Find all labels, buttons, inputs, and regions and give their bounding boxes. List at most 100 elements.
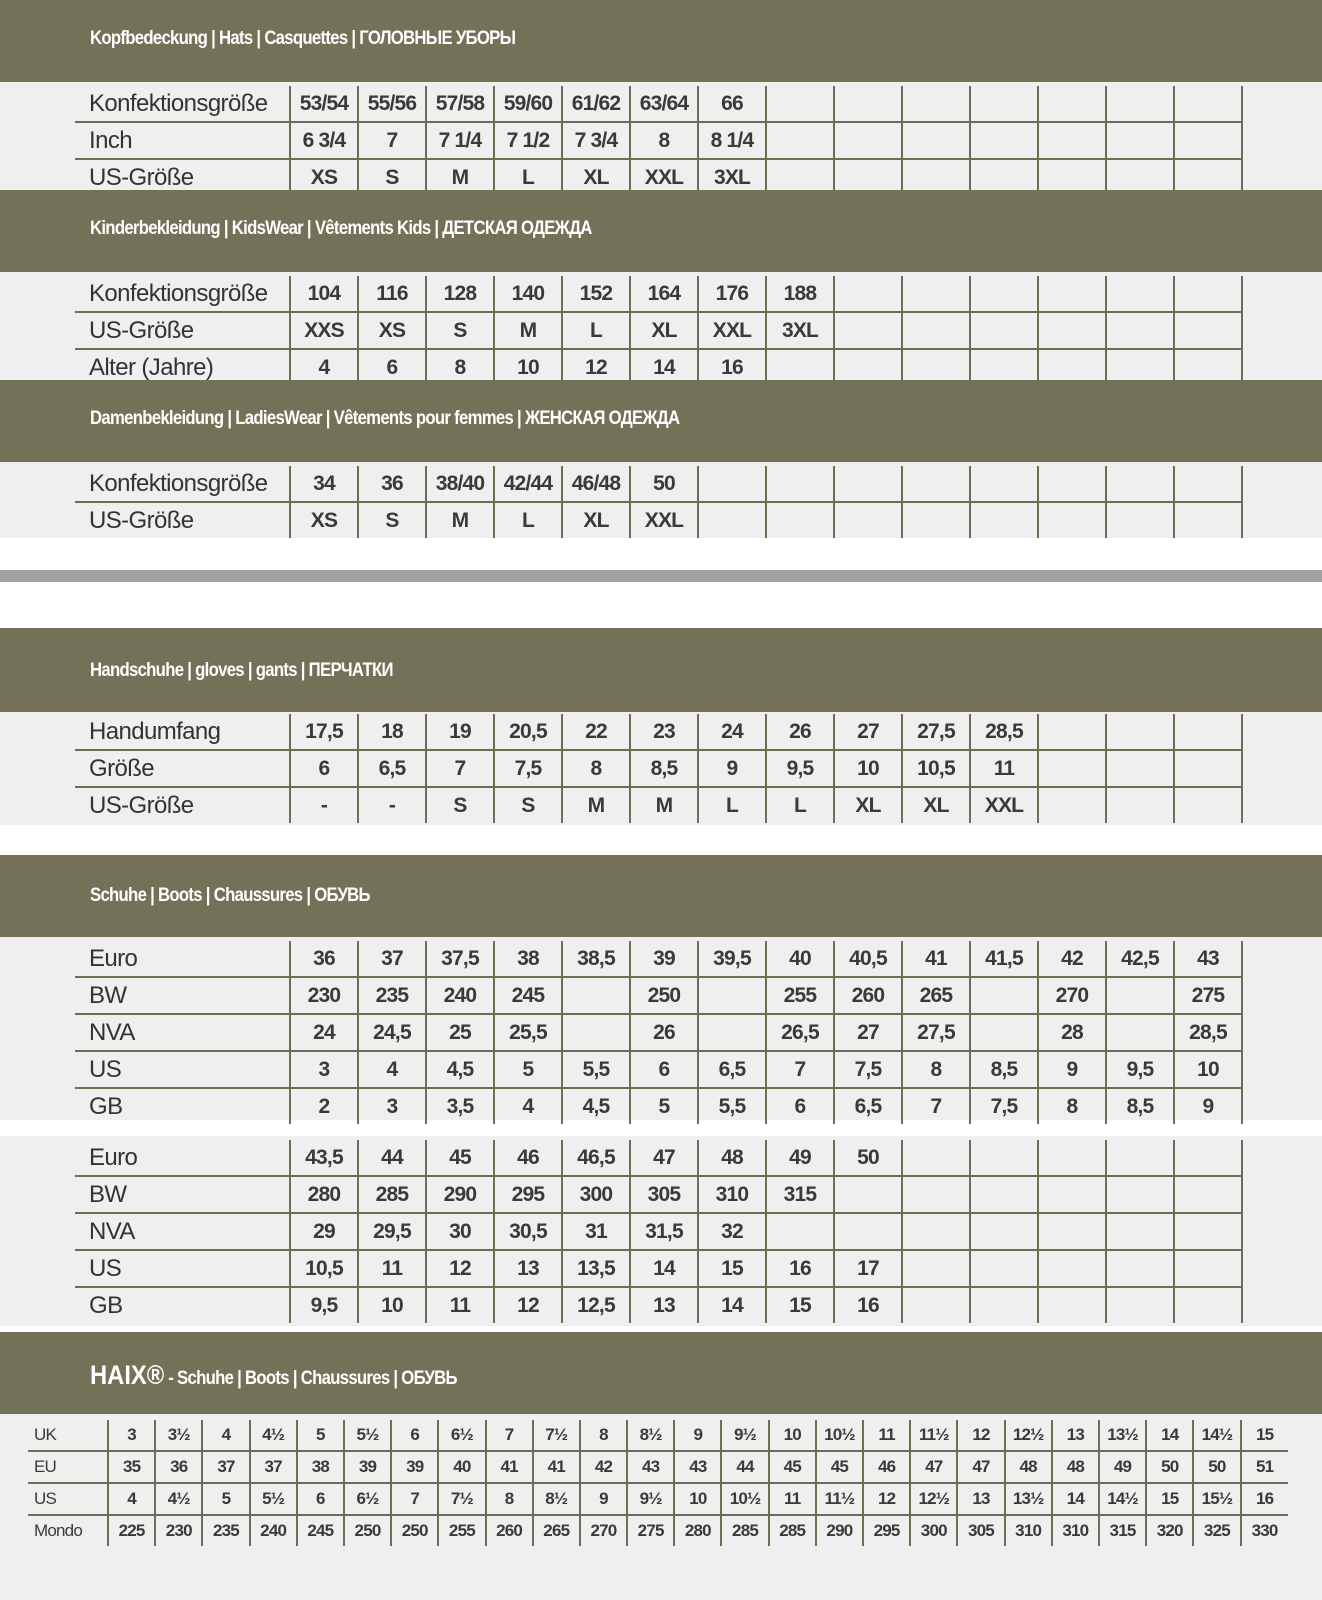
- size-cell: 46/48: [561, 466, 630, 503]
- size-cell: 7: [484, 1420, 533, 1452]
- section-title: Handschuhe | gloves | gants | ПЕРЧАТКИ: [90, 660, 394, 681]
- kids-panel: Konfektionsgröße 104 116 128 140 152 164 176 188…: [0, 272, 1322, 385]
- size-cell: 42: [1037, 941, 1106, 978]
- size-cell: 8: [561, 750, 630, 788]
- size-cell: 9½: [720, 1420, 769, 1452]
- size-cell: 164: [629, 276, 698, 313]
- row-label: Inch: [75, 122, 290, 160]
- row-label: Konfektionsgröße: [75, 276, 290, 313]
- size-cell: [1173, 122, 1242, 160]
- row-label: BW: [75, 1176, 290, 1214]
- size-cell: L: [561, 312, 630, 350]
- size-cell: [765, 1213, 834, 1251]
- size-cell: 26,5: [765, 1014, 834, 1052]
- size-cell: [969, 1250, 1038, 1288]
- size-cell: [1037, 349, 1106, 385]
- size-cell: [1037, 1250, 1106, 1288]
- size-cell: 13: [1050, 1420, 1099, 1452]
- size-cell: [765, 502, 834, 538]
- row-label: UK: [28, 1420, 108, 1452]
- row-label: Alter (Jahre): [89, 353, 214, 381]
- row-label: BW: [75, 977, 290, 1015]
- size-cell: [1105, 466, 1174, 503]
- size-cell: 290: [814, 1515, 863, 1546]
- size-cell: [1105, 1140, 1174, 1177]
- table-row: US-Größe XS S M L XL XXL 3XL: [75, 159, 1299, 195]
- table-row: US-Größe - - S S M M L L XL XL XXL: [75, 787, 1299, 823]
- size-cell: [901, 276, 970, 313]
- size-cell: [1173, 750, 1242, 788]
- table-row: Mondo 225 230 235 240 245 250 250 255 260 265 270 27…: [28, 1515, 1288, 1546]
- size-cell: [1105, 1213, 1174, 1251]
- table-row: UK 3 3½ 4 4½ 5 5½ 6 6½ 7 7½ 8 8½ 9 9½ 10 10½ 11 11½ 12 12½ 13…: [28, 1420, 1288, 1452]
- size-cell: 5: [629, 1088, 698, 1124]
- row-label: US: [75, 1250, 290, 1288]
- size-cell: 7 3/4: [561, 122, 630, 160]
- table-row: Alter (Jahre) 4 6 8 10 12 14 16: [75, 349, 1299, 385]
- size-cell: 7: [765, 1051, 834, 1089]
- size-cell: 13,5: [561, 1250, 630, 1288]
- table-edge: [1241, 1140, 1299, 1176]
- size-cell: 41: [531, 1451, 580, 1484]
- size-cell: 46: [861, 1451, 911, 1484]
- size-cell: [1037, 787, 1106, 823]
- size-cell: 16: [765, 1250, 834, 1288]
- size-cell: 5: [295, 1420, 344, 1452]
- size-cell: 13½: [1003, 1483, 1052, 1516]
- size-cell: 290: [425, 1176, 494, 1214]
- size-cell: [901, 1176, 970, 1214]
- size-cell: 285: [720, 1515, 769, 1546]
- size-cell: 14: [629, 349, 698, 385]
- size-cell: 9: [578, 1483, 628, 1516]
- size-cell: [1105, 1014, 1174, 1052]
- size-cell: 50: [629, 466, 698, 503]
- size-cell: [1105, 714, 1174, 751]
- size-cell: 310: [1050, 1515, 1099, 1546]
- table-row: BW 230 235 240 245 250 255 260 265 270 275: [75, 977, 1299, 1015]
- size-cell: 6: [295, 1483, 344, 1516]
- size-cell: 30: [425, 1213, 494, 1251]
- size-cell: 37: [357, 941, 426, 978]
- size-cell: L: [765, 787, 834, 823]
- hats-panel: Konfektionsgröße 53/54 55/56 57/58 59/60 61/6…: [0, 82, 1322, 195]
- size-cell: 225: [106, 1515, 156, 1546]
- size-cell: [697, 1014, 766, 1052]
- table-row: NVA 29 29,5 30 30,5 31 31,5 32: [75, 1213, 1299, 1251]
- size-cell: 4: [106, 1483, 156, 1516]
- size-cell: [1173, 1140, 1242, 1177]
- size-cell: 22: [561, 714, 630, 751]
- size-cell: [833, 312, 902, 350]
- size-cell: 270: [578, 1515, 628, 1546]
- table-edge: [1241, 1213, 1299, 1250]
- size-cell: 4½: [154, 1483, 203, 1516]
- size-cell: [833, 86, 902, 123]
- size-cell: 9: [1037, 1051, 1106, 1089]
- size-cell: 27,5: [901, 1014, 970, 1052]
- size-cell: 6: [765, 1088, 834, 1124]
- size-cell: 24,5: [357, 1014, 426, 1052]
- shoes-panel: Euro 36 37 37,5 38 38,5 39 39,5 40 40,5 41 41,5 42 42…: [0, 937, 1322, 1124]
- size-cell: 29,5: [357, 1213, 426, 1251]
- size-cell: 12: [956, 1420, 1005, 1452]
- size-cell: 48: [697, 1140, 766, 1177]
- size-cell: 49: [765, 1140, 834, 1177]
- haix-brand: HAIX®: [90, 1360, 165, 1390]
- size-cell: 9: [673, 1420, 722, 1452]
- size-cell: [1105, 502, 1174, 538]
- size-cell: 250: [342, 1515, 392, 1546]
- size-cell: 5: [493, 1051, 562, 1089]
- size-cell: 15: [1239, 1420, 1288, 1452]
- table-edge: [1241, 1176, 1299, 1213]
- size-cell: XXL: [629, 502, 698, 538]
- size-cell: 12: [493, 1287, 562, 1323]
- size-cell: 8,5: [1105, 1088, 1174, 1124]
- size-cell: 14: [1145, 1420, 1194, 1452]
- size-cell: 6 3/4: [289, 122, 358, 160]
- size-cell: 12: [425, 1250, 494, 1288]
- table-edge: [1241, 750, 1299, 787]
- size-cell: [833, 1213, 902, 1251]
- size-cell: 270: [1037, 977, 1106, 1015]
- size-cell: 11½: [814, 1483, 863, 1516]
- ladies-header: Damenbekleidung | LadiesWear | Vêtements…: [0, 380, 1322, 462]
- size-cell: 29: [289, 1213, 358, 1251]
